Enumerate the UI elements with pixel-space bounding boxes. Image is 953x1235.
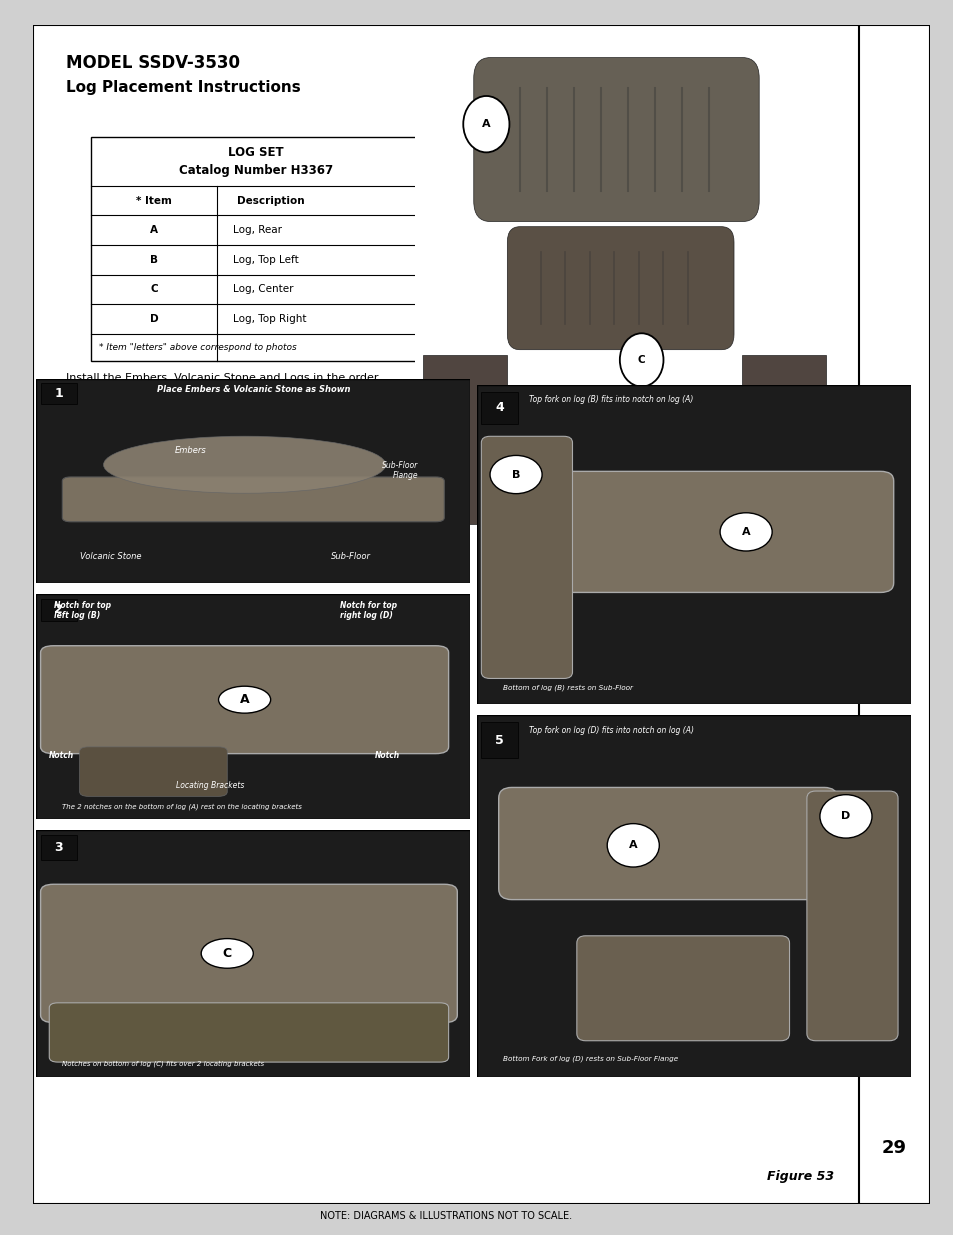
Circle shape — [539, 482, 583, 535]
Text: Notches on bottom of log (C) fits over 2 locating brackets: Notches on bottom of log (C) fits over 2… — [62, 1061, 264, 1067]
Text: Sub-Floor: Sub-Floor — [331, 552, 371, 562]
Circle shape — [720, 513, 771, 551]
Text: Figure 53: Figure 53 — [766, 1170, 833, 1183]
Bar — [91, 137, 421, 361]
FancyBboxPatch shape — [529, 472, 893, 593]
FancyBboxPatch shape — [41, 884, 456, 1023]
Circle shape — [819, 794, 871, 839]
FancyBboxPatch shape — [474, 58, 759, 221]
Text: Embers: Embers — [175, 446, 207, 456]
Circle shape — [770, 472, 814, 525]
Text: C: C — [638, 354, 645, 364]
Bar — [41, 599, 77, 621]
FancyBboxPatch shape — [577, 936, 789, 1041]
Text: Top fork on log (D) fits into notch on log (A): Top fork on log (D) fits into notch on l… — [529, 726, 694, 735]
Text: 5: 5 — [495, 734, 503, 747]
Text: D: D — [841, 811, 850, 821]
Polygon shape — [423, 354, 507, 524]
Text: Bottom of log (B) rests on Sub-Floor: Bottom of log (B) rests on Sub-Floor — [502, 684, 633, 692]
Text: LOG SET: LOG SET — [228, 146, 284, 159]
Text: 1: 1 — [54, 387, 63, 400]
Text: Sub-Floor
Flange: Sub-Floor Flange — [381, 461, 417, 480]
Text: Log Placement Instructions: Log Placement Instructions — [67, 80, 301, 95]
Text: A: A — [741, 527, 750, 537]
Text: Notch: Notch — [50, 751, 74, 761]
Polygon shape — [741, 354, 825, 524]
Circle shape — [218, 687, 271, 713]
Text: B: B — [150, 254, 157, 264]
Text: A: A — [150, 225, 157, 235]
Text: Notch: Notch — [375, 751, 399, 761]
Text: A: A — [628, 840, 637, 851]
Text: 2: 2 — [54, 603, 63, 616]
Text: 4: 4 — [495, 401, 503, 414]
Text: Place Embers & Volcanic Stone as Shown: Place Embers & Volcanic Stone as Shown — [156, 385, 350, 394]
Text: D: D — [150, 314, 158, 324]
FancyBboxPatch shape — [50, 1003, 448, 1062]
Text: NOTE: DIAGRAMS & ILLUSTRATIONS NOT TO SCALE.: NOTE: DIAGRAMS & ILLUSTRATIONS NOT TO SC… — [319, 1212, 572, 1221]
Circle shape — [619, 333, 662, 387]
Text: Log, Rear: Log, Rear — [233, 225, 282, 235]
FancyBboxPatch shape — [481, 436, 572, 678]
Circle shape — [463, 96, 509, 152]
FancyBboxPatch shape — [507, 227, 733, 350]
Text: The 2 notches on the bottom of log (A) rest on the locating brackets: The 2 notches on the bottom of log (A) r… — [62, 803, 302, 810]
Text: Volcanic Stone: Volcanic Stone — [79, 552, 141, 562]
Text: Log, Top Right: Log, Top Right — [233, 314, 306, 324]
Text: D: D — [787, 493, 797, 504]
Text: 3: 3 — [54, 841, 63, 853]
Circle shape — [606, 824, 659, 867]
Text: Notch for top
right log (D): Notch for top right log (D) — [339, 600, 396, 620]
Bar — [481, 722, 517, 758]
Text: 29: 29 — [881, 1139, 906, 1157]
Text: Bottom Fork of log (D) rests on Sub-Floor Flange: Bottom Fork of log (D) rests on Sub-Floo… — [502, 1056, 678, 1062]
FancyBboxPatch shape — [41, 646, 448, 753]
Text: Description: Description — [236, 195, 304, 205]
Text: shown here (1 through 5) and per the instructions on: shown here (1 through 5) and per the ins… — [67, 393, 366, 403]
Text: Catalog Number H3367: Catalog Number H3367 — [179, 163, 333, 177]
Text: A: A — [239, 693, 249, 706]
Text: C: C — [222, 947, 232, 960]
Bar — [41, 383, 77, 404]
FancyBboxPatch shape — [498, 788, 837, 899]
Ellipse shape — [104, 436, 385, 493]
Text: Notch for top
left log (B): Notch for top left log (B) — [53, 600, 111, 620]
Text: B: B — [558, 504, 565, 514]
Bar — [41, 835, 77, 860]
Text: Locating Brackets: Locating Brackets — [175, 781, 244, 789]
Text: Log, Center: Log, Center — [233, 284, 294, 294]
Text: Log, Top Left: Log, Top Left — [233, 254, 298, 264]
Text: * Item "letters" above correspond to photos: * Item "letters" above correspond to pho… — [99, 343, 296, 352]
Text: MODEL SSDV-3530: MODEL SSDV-3530 — [67, 54, 240, 72]
Text: A: A — [481, 120, 490, 130]
Circle shape — [490, 456, 541, 494]
FancyBboxPatch shape — [806, 792, 897, 1041]
Text: B: B — [512, 469, 519, 479]
FancyBboxPatch shape — [79, 747, 227, 797]
Bar — [481, 391, 517, 424]
Text: Install the Embers, Volcanic Stone and Logs in the order: Install the Embers, Volcanic Stone and L… — [67, 373, 378, 383]
Text: Top fork on log (B) fits into notch on log (A): Top fork on log (B) fits into notch on l… — [529, 395, 693, 404]
Circle shape — [201, 939, 253, 968]
FancyBboxPatch shape — [62, 477, 444, 521]
Text: C: C — [150, 284, 157, 294]
Text: Page 28.: Page 28. — [337, 393, 386, 403]
Text: * Item: * Item — [135, 195, 172, 205]
